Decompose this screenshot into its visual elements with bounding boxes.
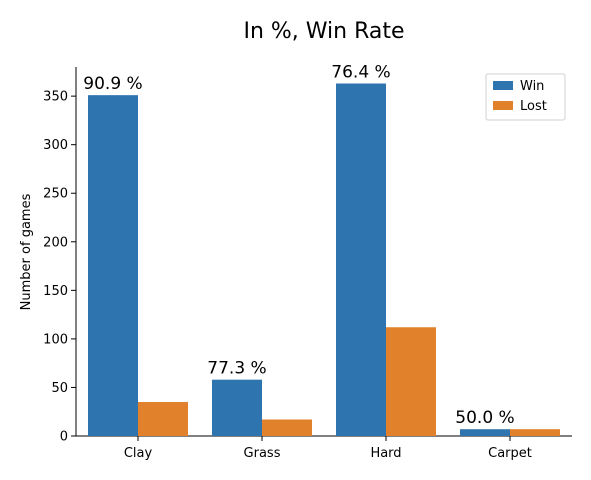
bar-lost-hard bbox=[386, 327, 436, 436]
legend-swatch-lost bbox=[493, 101, 513, 110]
y-axis-label: Number of games bbox=[19, 193, 34, 310]
x-tick-label-hard: Hard bbox=[370, 446, 401, 461]
y-tick-label-300: 300 bbox=[43, 138, 68, 153]
legend-label-win: Win bbox=[520, 79, 544, 94]
x-tick-label-carpet: Carpet bbox=[488, 446, 532, 461]
legend-label-lost: Lost bbox=[520, 99, 547, 114]
y-tick-label-250: 250 bbox=[43, 187, 68, 202]
x-tick-label-grass: Grass bbox=[244, 446, 281, 461]
y-tick-label-50: 50 bbox=[51, 381, 68, 396]
bar-win-clay bbox=[88, 95, 138, 437]
bar-label-grass: 77.3 % bbox=[207, 359, 266, 379]
bar-lost-carpet bbox=[510, 429, 560, 436]
legend-swatch-win bbox=[493, 81, 513, 90]
bar-label-carpet: 50.0 % bbox=[455, 408, 514, 428]
bar-label-clay: 90.9 % bbox=[83, 74, 142, 94]
bar-win-hard bbox=[336, 83, 386, 436]
bar-label-hard: 76.4 % bbox=[331, 63, 390, 83]
bar-lost-grass bbox=[262, 419, 312, 436]
y-tick-label-150: 150 bbox=[43, 284, 68, 299]
bar-win-carpet bbox=[460, 429, 510, 436]
bar-win-grass bbox=[212, 379, 262, 436]
x-tick-label-clay: Clay bbox=[124, 446, 153, 461]
bar-lost-clay bbox=[138, 402, 188, 436]
y-tick-label-200: 200 bbox=[43, 235, 68, 250]
y-tick-label-0: 0 bbox=[60, 430, 68, 445]
y-tick-label-350: 350 bbox=[43, 90, 68, 105]
plot-area: 0 50 100 150 200 250 300 350 Clay 90.9 % Grass 77.3… bbox=[43, 63, 572, 461]
y-tick-label-100: 100 bbox=[43, 332, 68, 347]
chart-title: In %, Win Rate bbox=[243, 19, 404, 44]
